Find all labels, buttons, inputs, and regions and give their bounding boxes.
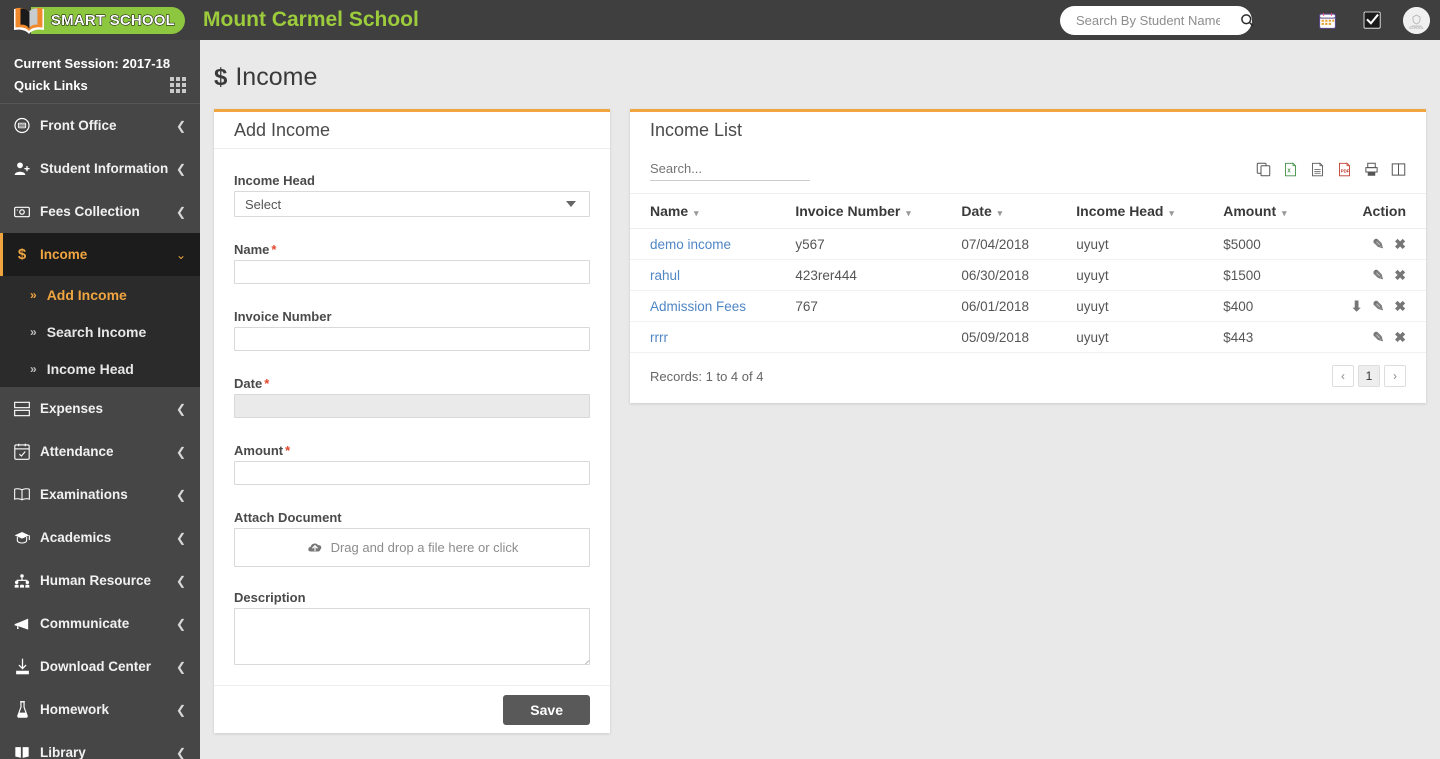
svg-text:SCHOOL: SCHOOL — [1409, 26, 1424, 30]
svg-text:PDF: PDF — [1341, 168, 1350, 173]
